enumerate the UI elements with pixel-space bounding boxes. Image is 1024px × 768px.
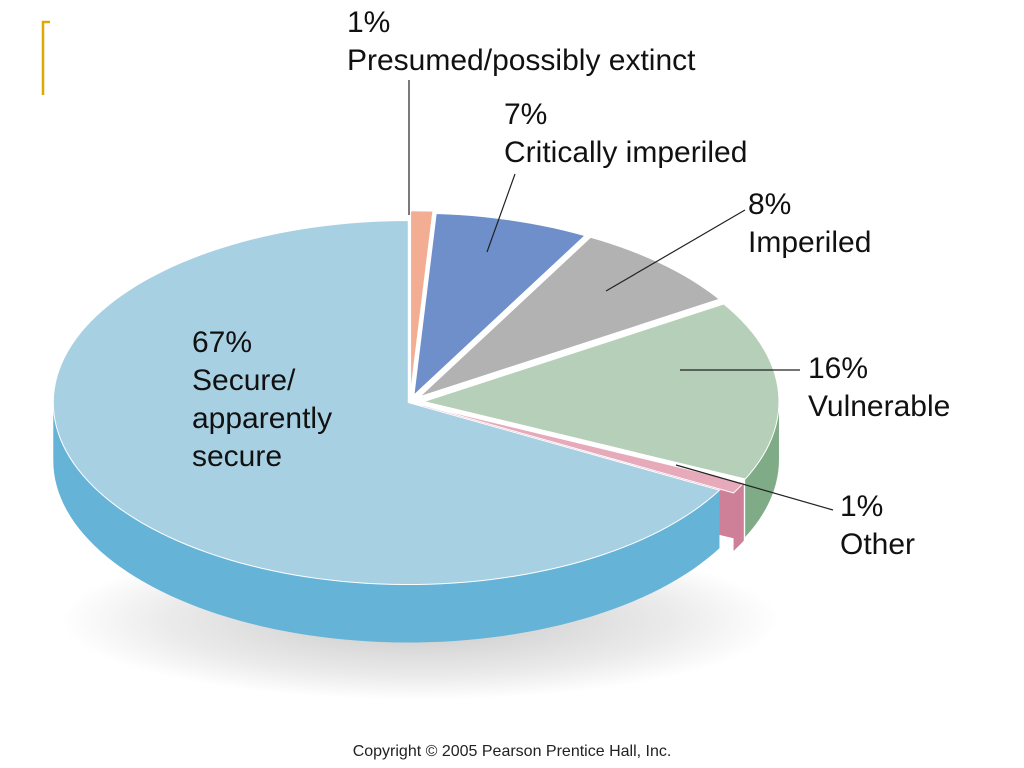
leader-line-other — [675, 464, 834, 511]
pie-slice-other — [422, 404, 745, 494]
slice-label-vulnerable: 16% Vulnerable — [808, 350, 950, 426]
slice-label-extinct: 1% Presumed/possibly extinct — [347, 4, 696, 80]
slice-name-secure-line3: secure — [192, 440, 283, 473]
slice-label-other: 1% Other — [840, 488, 915, 564]
slice-name-other: Other — [840, 528, 916, 561]
slice-percent-vulnerable: 16% — [808, 352, 869, 385]
slice-percent-imperiled: 8% — [748, 188, 792, 221]
leader-line-critical — [486, 173, 516, 253]
slice-label-secure: 67% Secure/ apparently secure — [192, 324, 332, 476]
pie-slice-side-secure-apparently-secure — [53, 402, 720, 643]
slice-name-secure-line2: apparently — [192, 402, 333, 435]
slice-name-secure-line1: Secure/ — [192, 364, 296, 397]
slice-label-imperiled: 8% Imperiled — [748, 186, 871, 262]
slice-name-critical: Critically imperiled — [504, 136, 748, 169]
pie-slice-critically-imperiled — [413, 212, 586, 397]
slice-name-extinct: Presumed/possibly extinct — [347, 44, 696, 77]
slice-percent-critical: 7% — [504, 98, 548, 131]
pie-slice-presumed-possibly-extinct — [410, 210, 434, 393]
pie-slice-vulnerable — [422, 303, 780, 480]
copyright-notice: Copyright © 2005 Pearson Prentice Hall, … — [352, 743, 672, 760]
slice-percent-other: 1% — [840, 490, 884, 523]
leader-lines — [408, 80, 834, 511]
slice-percent-secure: 67% — [192, 326, 253, 359]
pie-tops — [52, 210, 780, 586]
slice-label-critical: 7% Critically imperiled — [504, 96, 747, 172]
pie-slice-imperiled — [419, 236, 721, 398]
leader-line-imperiled — [605, 209, 746, 292]
pie-slice-secure-apparently-secure — [52, 220, 721, 586]
pie-slice-side-vulnerable — [745, 401, 779, 538]
slice-name-imperiled: Imperiled — [748, 226, 872, 259]
slice-percent-extinct: 1% — [347, 6, 391, 39]
title-bracket-accent — [41, 20, 50, 95]
slice-name-vulnerable: Vulnerable — [808, 390, 951, 423]
